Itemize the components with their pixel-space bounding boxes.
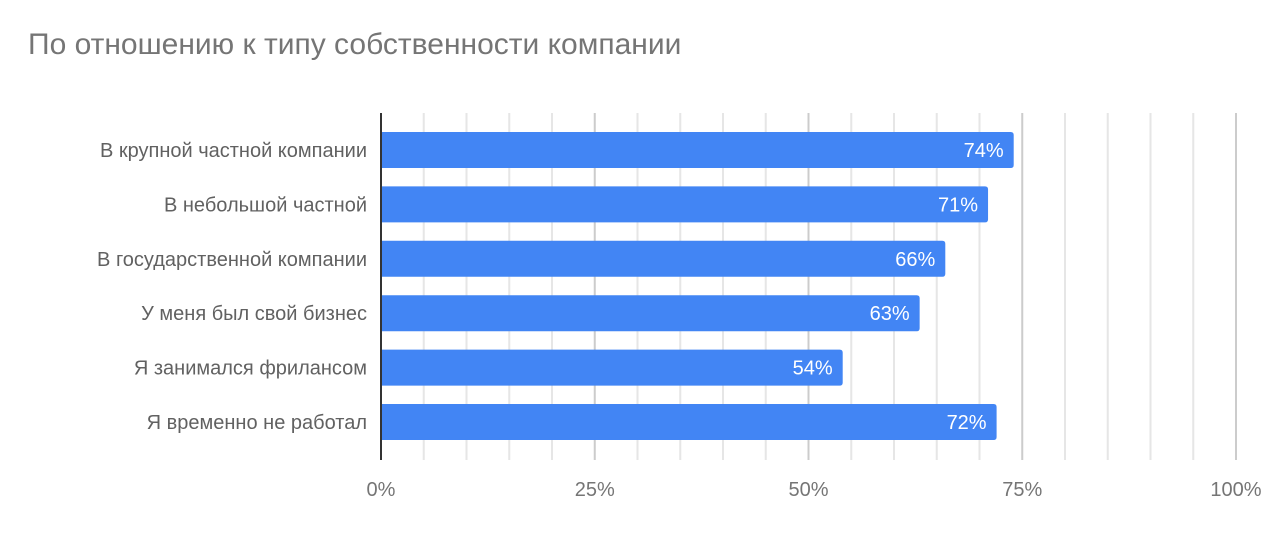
chart-title: По отношению к типу собственности компан…: [28, 28, 682, 61]
data-label: 74%: [964, 140, 1004, 162]
x-tick-label: 0%: [367, 479, 396, 501]
x-tick-label: 25%: [575, 479, 615, 501]
data-label: 72%: [947, 412, 987, 434]
data-label: 63%: [870, 303, 910, 325]
bar: [381, 404, 997, 440]
category-label: В небольшой частной: [164, 194, 367, 216]
bar: [381, 186, 989, 223]
category-label: Я временно не работал: [147, 412, 367, 434]
x-tick-label: 100%: [1210, 479, 1261, 501]
bar: [381, 132, 1014, 168]
category-label: У меня был свой бизнес: [141, 303, 367, 325]
bar: [381, 295, 920, 332]
data-label: 71%: [938, 194, 978, 216]
bar: [381, 349, 843, 386]
data-label: 54%: [793, 358, 833, 380]
x-tick-label: 50%: [788, 479, 828, 501]
category-label: В государственной компании: [97, 249, 367, 271]
category-label: В крупной частной компании: [100, 140, 367, 162]
bar: [381, 240, 946, 277]
x-tick-label: 75%: [1002, 479, 1042, 501]
data-label: 66%: [895, 249, 935, 271]
category-label: Я занимался фрилансом: [134, 358, 367, 380]
